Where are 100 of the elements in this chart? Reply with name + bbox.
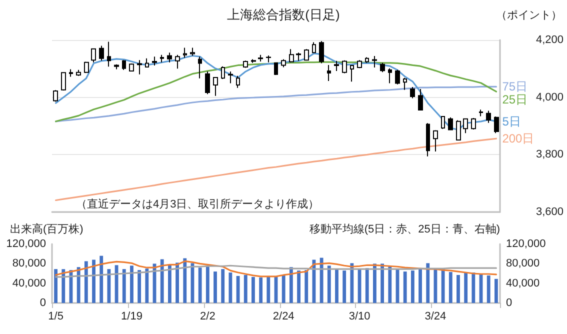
bar — [403, 272, 407, 303]
bar — [84, 261, 88, 303]
candlestick — [107, 41, 111, 68]
bar — [244, 274, 248, 303]
bar — [434, 269, 438, 303]
candlestick — [137, 60, 142, 75]
candlestick — [289, 48, 294, 63]
candlestick — [61, 72, 66, 91]
candlestick — [380, 62, 385, 73]
candlestick — [357, 60, 362, 69]
candlestick — [463, 118, 468, 134]
candlestick — [433, 130, 438, 152]
candlestick — [296, 52, 301, 62]
y-tick-label: 0 — [40, 297, 46, 309]
bar — [388, 266, 392, 303]
series-label: 5日 — [502, 114, 521, 128]
text: 移動平均線(5日：赤、25日：青、右軸) — [309, 222, 500, 236]
candlestick — [456, 120, 461, 141]
bar — [168, 265, 172, 303]
bar — [282, 274, 286, 303]
candlestick — [319, 40, 324, 64]
candlestick — [251, 58, 256, 64]
bar — [472, 272, 476, 303]
candlestick — [175, 54, 180, 70]
candlestick — [441, 115, 445, 130]
series-label: 25日 — [502, 92, 528, 107]
x-tick-label: 1/19 — [121, 310, 142, 322]
series-label: 200日 — [502, 132, 534, 146]
candlestick — [91, 48, 96, 63]
bar — [464, 272, 468, 303]
line-series — [54, 86, 498, 122]
candlestick — [69, 68, 73, 78]
bar — [259, 277, 263, 303]
bar — [320, 258, 324, 303]
bar — [304, 270, 308, 303]
candlestick — [114, 64, 119, 70]
bar — [100, 256, 104, 303]
bar — [335, 269, 338, 303]
bar — [494, 278, 498, 303]
candlestick — [266, 54, 271, 63]
bar — [198, 268, 202, 303]
bar — [266, 276, 270, 303]
bar — [138, 270, 142, 303]
candlestick — [304, 48, 309, 62]
line-series — [54, 61, 498, 122]
candlestick — [160, 54, 164, 63]
candlestick — [274, 62, 278, 76]
candlestick — [84, 61, 89, 74]
candlestick — [327, 64, 331, 82]
y-tick-label: 40,000 — [12, 277, 46, 290]
line-series — [54, 260, 498, 278]
candlestick — [372, 56, 377, 68]
bar — [297, 270, 300, 303]
candlestick — [365, 56, 369, 64]
bar — [410, 270, 414, 303]
x-tick-label: 2/24 — [272, 310, 294, 322]
candlestick — [312, 42, 316, 54]
bar — [350, 263, 354, 303]
candlestick — [76, 69, 81, 76]
candlestick — [448, 116, 453, 131]
candlestick — [479, 109, 483, 117]
bar — [76, 267, 80, 303]
candlestick — [122, 60, 126, 70]
candlestick — [426, 122, 430, 157]
candlestick — [388, 68, 392, 84]
candlestick — [258, 54, 263, 62]
y2-tick-label: 0 — [506, 297, 512, 309]
x-tick-label: 2/2 — [200, 310, 216, 322]
x-tick-label: 3/24 — [424, 310, 446, 322]
x-tick-label: 3/10 — [348, 310, 370, 322]
candlestick — [281, 58, 286, 68]
bar — [206, 266, 210, 303]
bar — [486, 275, 490, 303]
y2-tick-label: 40,000 — [506, 277, 540, 290]
candlestick — [334, 60, 339, 72]
candlestick — [221, 66, 225, 80]
candlestick — [342, 60, 347, 74]
annotation: （直近データは4月3日、取引所データより作成） — [76, 198, 320, 210]
candlestick — [213, 76, 218, 96]
candlestick — [228, 71, 233, 84]
candlestick — [145, 58, 149, 68]
candlestick — [471, 117, 476, 130]
y-tick-label: 120,000 — [6, 238, 46, 250]
bar — [228, 272, 232, 303]
bar — [214, 272, 217, 303]
bar — [373, 264, 376, 303]
bar — [130, 266, 134, 303]
candlestick — [99, 45, 104, 62]
bar — [183, 258, 187, 303]
candlestick — [494, 116, 499, 134]
bar — [426, 263, 430, 303]
bar — [221, 269, 225, 303]
bar — [160, 259, 164, 303]
candlestick — [152, 56, 157, 66]
bar — [107, 269, 111, 303]
candlestick — [403, 77, 407, 90]
candlestick — [350, 64, 354, 82]
bar — [327, 266, 331, 303]
bar — [176, 262, 179, 303]
candlestick — [205, 71, 210, 95]
